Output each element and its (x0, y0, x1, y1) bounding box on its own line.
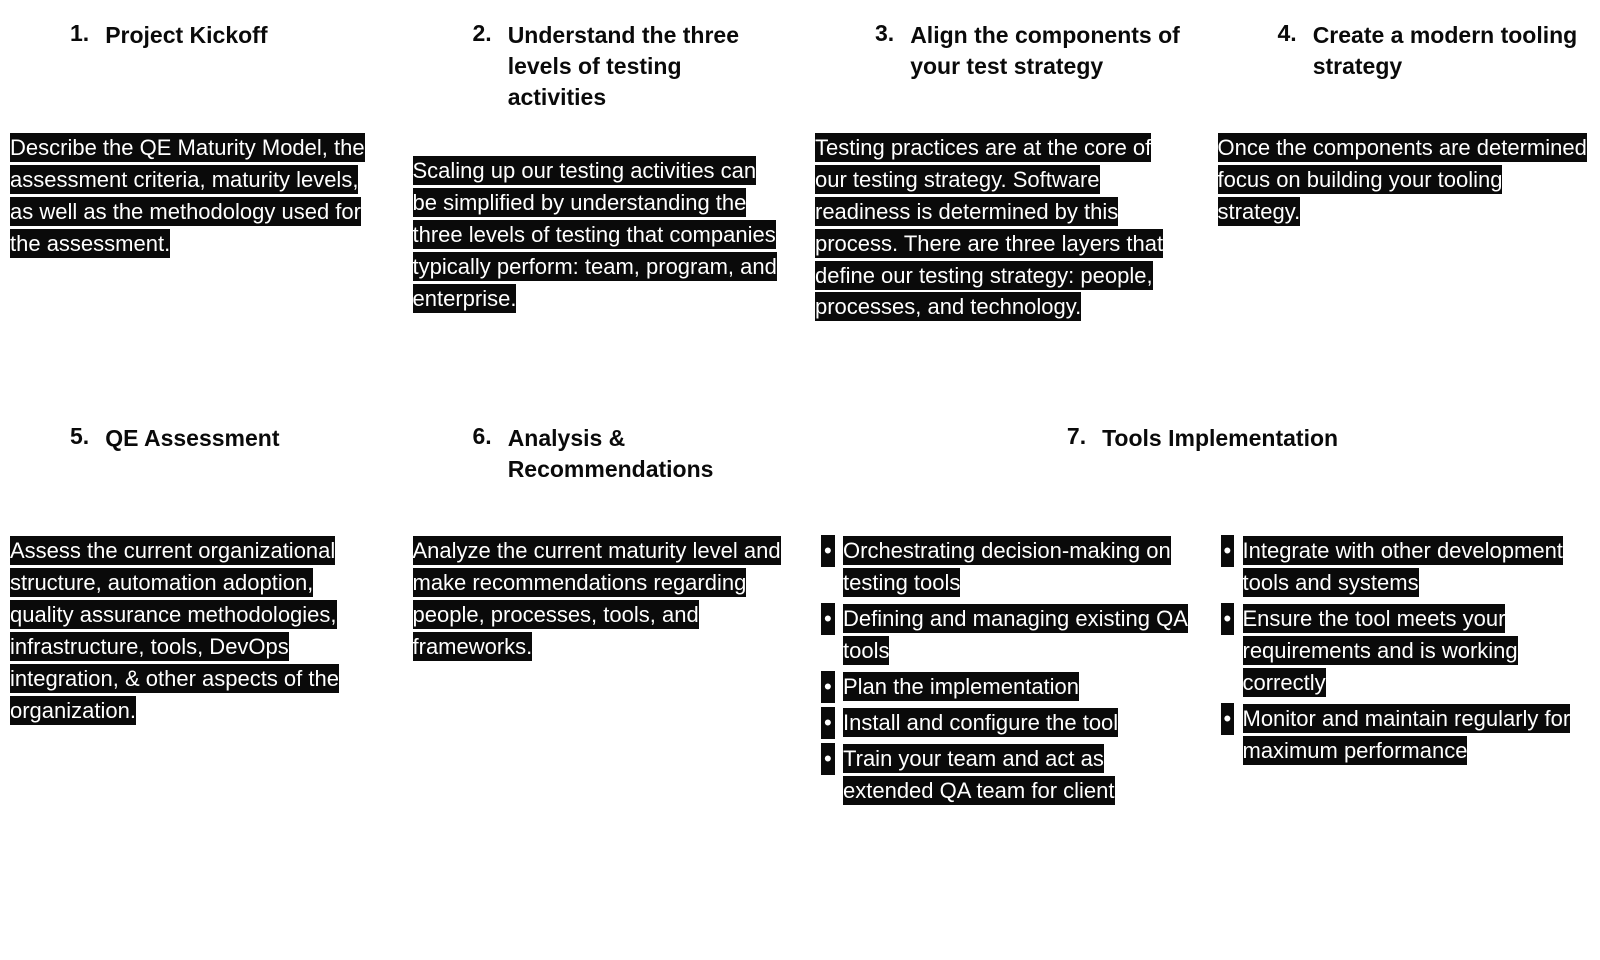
body-1: Describe the QE Maturity Model, the asse… (10, 132, 383, 260)
bullet-item: Train your team and act as extended QA t… (815, 743, 1191, 807)
heading-3: 3. Align the components of your test str… (815, 20, 1188, 90)
heading-1: 1. Project Kickoff (10, 20, 383, 90)
heading-num-1: 1. (70, 20, 89, 47)
heading-num-5: 5. (70, 423, 89, 450)
heading-5: 5. QE Assessment (10, 423, 383, 493)
heading-num-6: 6. (473, 423, 492, 450)
bullet-list-right: Integrate with other development tools a… (1215, 535, 1591, 766)
heading-title-1: Project Kickoff (105, 20, 267, 51)
heading-title-3: Align the components of your test strate… (910, 20, 1187, 82)
bullet-item: Orchestrating decision-making on testing… (815, 535, 1191, 599)
heading-num-7: 7. (1067, 423, 1086, 450)
cell-7: 7. Tools Implementation Orchestrating de… (815, 423, 1590, 810)
bullet-item: Ensure the tool meets your requirements … (1215, 603, 1591, 699)
cell-4: 4. Create a modern tooling strategy Once… (1218, 20, 1591, 323)
body-3: Testing practices are at the core of our… (815, 132, 1188, 323)
bullets-left: Orchestrating decision-making on testing… (815, 535, 1191, 810)
bullet-item: Defining and managing existing QA tools (815, 603, 1191, 667)
bullet-text: Train your team and act as extended QA t… (843, 744, 1115, 805)
bullet-item: Plan the implementation (815, 671, 1191, 703)
heading-4: 4. Create a modern tooling strategy (1218, 20, 1591, 90)
bullet-text: Plan the implementation (843, 672, 1079, 701)
heading-6: 6. Analysis & Recommendations (413, 423, 786, 493)
bullet-item: Install and configure the tool (815, 707, 1191, 739)
cell-5: 5. QE Assessment Assess the current orga… (10, 423, 383, 810)
heading-2: 2. Understand the three levels of testin… (413, 20, 786, 113)
heading-title-7: Tools Implementation (1102, 423, 1338, 454)
cell-3: 3. Align the components of your test str… (815, 20, 1188, 323)
heading-num-3: 3. (875, 20, 894, 47)
bullet-item: Integrate with other development tools a… (1215, 535, 1591, 599)
bullet-text: Integrate with other development tools a… (1243, 536, 1563, 597)
heading-title-4: Create a modern tooling strategy (1313, 20, 1590, 82)
bullet-item: Monitor and maintain regularly for maxim… (1215, 703, 1591, 767)
heading-title-2: Understand the three levels of testing a… (508, 20, 785, 113)
heading-title-6: Analysis & Recommendations (508, 423, 785, 485)
body-7: Orchestrating decision-making on testing… (815, 535, 1590, 810)
bullet-text: Monitor and maintain regularly for maxim… (1243, 704, 1571, 765)
body-4: Once the components are determined focus… (1218, 132, 1591, 228)
body-6: Analyze the current maturity level and m… (413, 535, 786, 663)
bullets-right: Integrate with other development tools a… (1215, 535, 1591, 810)
heading-num-2: 2. (473, 20, 492, 47)
cell-1: 1. Project Kickoff Describe the QE Matur… (10, 20, 383, 323)
bullet-text: Install and configure the tool (843, 708, 1118, 737)
heading-num-4: 4. (1278, 20, 1297, 47)
process-grid: 1. Project Kickoff Describe the QE Matur… (10, 20, 1590, 810)
cell-6: 6. Analysis & Recommendations Analyze th… (413, 423, 786, 810)
heading-7: 7. Tools Implementation (815, 423, 1590, 493)
heading-title-5: QE Assessment (105, 423, 279, 454)
body-5: Assess the current organizational struct… (10, 535, 383, 726)
bullet-list-left: Orchestrating decision-making on testing… (815, 535, 1191, 806)
bullet-text: Defining and managing existing QA tools (843, 604, 1188, 665)
body-2: Scaling up our testing activities can be… (413, 155, 786, 314)
cell-2: 2. Understand the three levels of testin… (413, 20, 786, 323)
bullet-text: Ensure the tool meets your requirements … (1243, 604, 1518, 697)
bullet-text: Orchestrating decision-making on testing… (843, 536, 1171, 597)
